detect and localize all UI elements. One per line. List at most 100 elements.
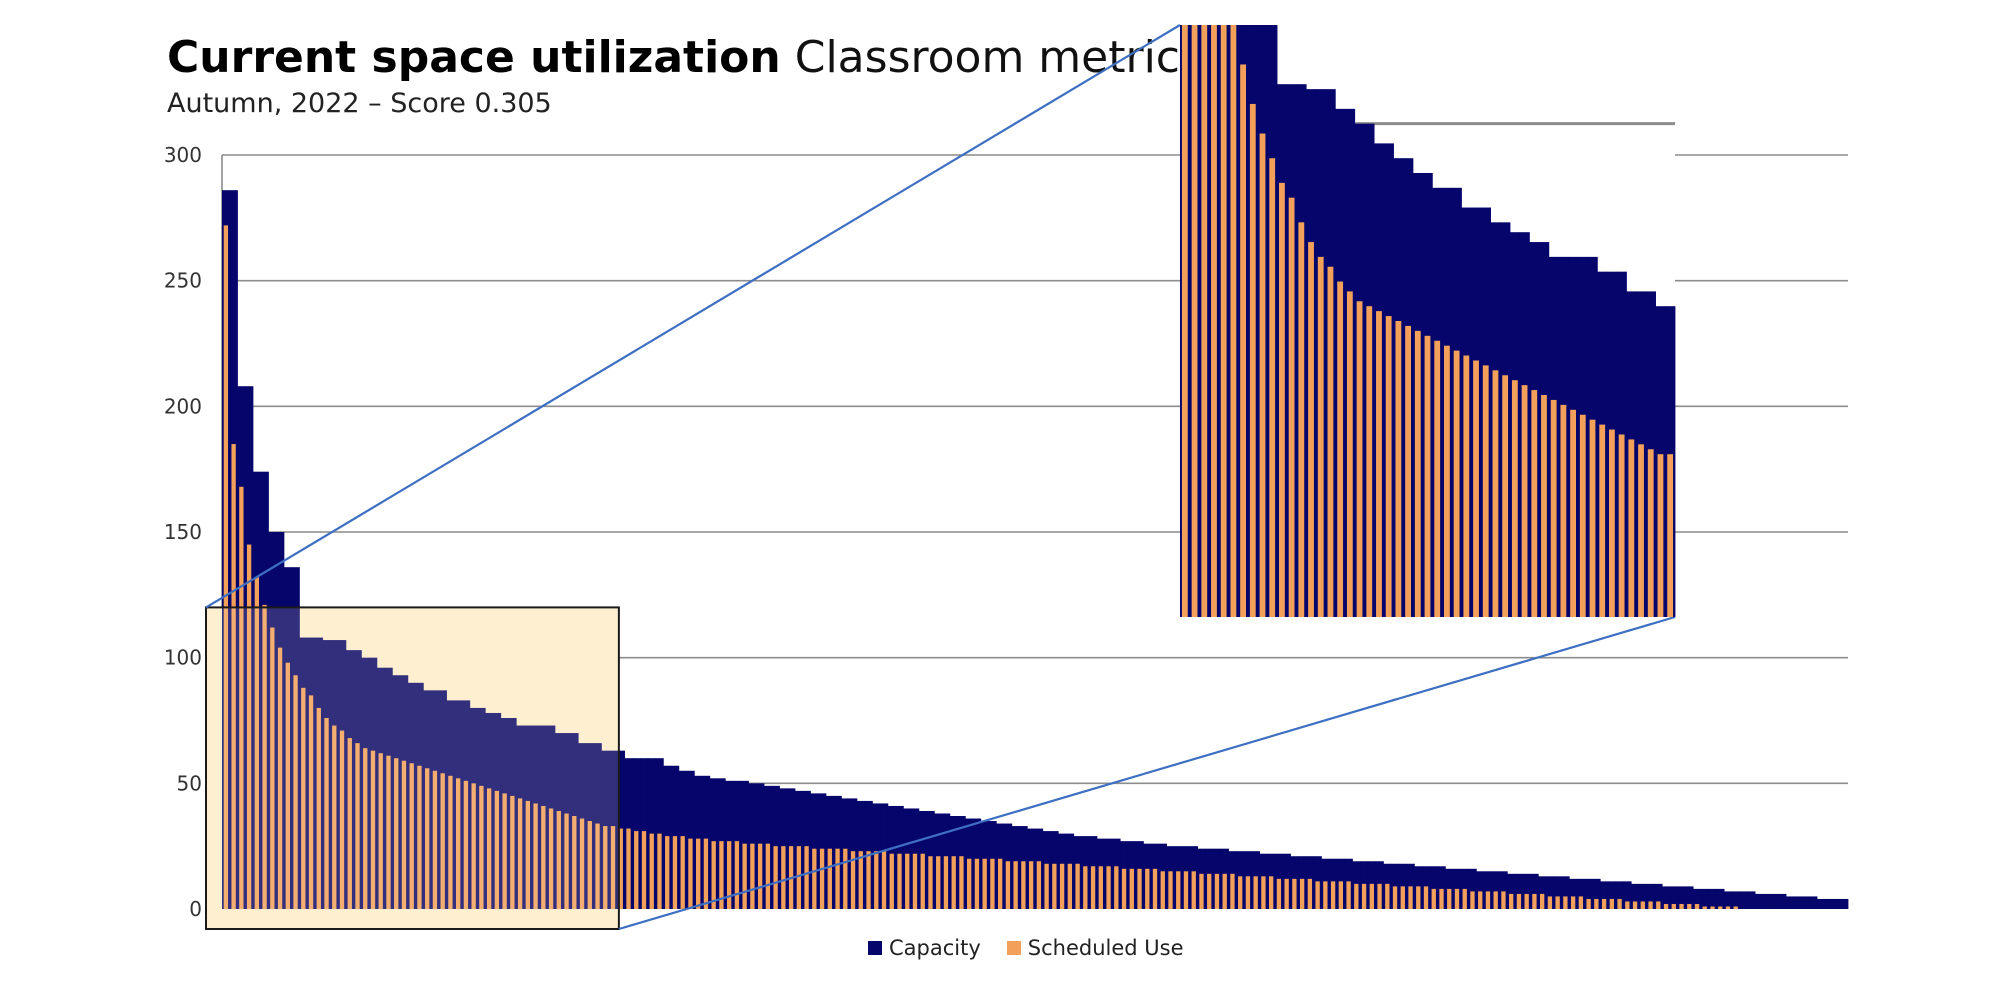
scheduled-use-bar (502, 793, 507, 909)
capacity-bar (1654, 883, 1663, 909)
scheduled-use-bar (967, 858, 972, 909)
capacity-bar (1809, 896, 1818, 909)
capacity-bar (1638, 883, 1648, 909)
scheduled-use-bar (332, 725, 337, 909)
scheduled-use-bar (835, 848, 840, 909)
inset-scheduled-use-bar (1317, 256, 1324, 617)
scheduled-use-bar (1648, 901, 1653, 909)
scheduled-use-bar (634, 831, 639, 909)
capacity-bar (1646, 883, 1655, 909)
capacity-bar (1546, 876, 1555, 909)
scheduled-use-bar (1268, 876, 1274, 909)
scheduled-use-bar (239, 486, 244, 909)
scheduled-use-bar (339, 730, 345, 909)
scheduled-use-bar (1005, 861, 1011, 909)
scheduled-use-bar (1625, 901, 1630, 909)
scheduled-use-bar (1090, 866, 1096, 909)
scheduled-use-bar (1330, 881, 1336, 909)
inset-scheduled-use-bar (1541, 395, 1547, 617)
capacity-bar (1569, 878, 1578, 909)
capacity-bar (1499, 871, 1508, 909)
inset-scheduled-use-bar (1376, 311, 1382, 617)
legend-item-capacity: Capacity (868, 936, 981, 960)
scheduled-use-bar (1377, 883, 1382, 909)
capacity-bar (1685, 886, 1694, 909)
y-tick-label: 250 (164, 269, 202, 293)
inset-scheduled-use-bar (1579, 414, 1586, 617)
scheduled-use-bar (1524, 893, 1529, 909)
capacity-bar (1468, 868, 1477, 909)
legend-label-scheduled-use: Scheduled Use (1027, 936, 1184, 960)
scheduled-use-bar (742, 843, 747, 909)
scheduled-use-bar (1067, 863, 1073, 909)
scheduled-use-bar (1238, 876, 1243, 909)
capacity-bar (1623, 881, 1632, 909)
scheduled-use-bar (1694, 903, 1700, 909)
inset-scheduled-use-bar (1366, 306, 1373, 617)
capacity-bar (1631, 883, 1640, 909)
scheduled-use-bar (672, 836, 678, 909)
scheduled-use-bar (285, 662, 290, 909)
scheduled-use-bar (974, 858, 980, 909)
capacity-bar (1577, 878, 1586, 909)
legend-item-scheduled-use: Scheduled Use (1006, 936, 1184, 960)
scheduled-use-bar (936, 856, 941, 909)
inset-scheduled-use-bar (1492, 370, 1499, 617)
inset-scheduled-use-bar (1356, 301, 1363, 617)
inset-scheduled-use-bar (1618, 434, 1625, 617)
scheduled-use-bar (277, 647, 283, 909)
inset-scheduled-use-bar (1589, 419, 1596, 617)
legend-label-capacity: Capacity (889, 936, 981, 960)
scheduled-use-bar (827, 848, 832, 909)
scheduled-use-bar (1416, 886, 1421, 909)
inset-scheduled-use-bar (1220, 25, 1227, 617)
scheduled-use-bar (1485, 891, 1491, 909)
capacity-bar (1584, 878, 1593, 909)
scheduled-use-bar (301, 687, 306, 909)
capacity-bar (1677, 886, 1686, 909)
scheduled-use-bar (804, 846, 809, 909)
scheduled-use-bar (858, 851, 863, 909)
scheduled-use-bar (455, 778, 461, 909)
scheduled-use-bar (370, 750, 376, 909)
scheduled-use-bar (1501, 891, 1506, 909)
scheduled-use-bar (1346, 881, 1351, 909)
connector-line (618, 615, 1676, 931)
capacity-bar (1778, 893, 1787, 909)
zoom-overlay (205, 606, 620, 931)
scheduled-use-bar (394, 758, 399, 909)
scheduled-use-bar (1656, 901, 1661, 909)
inset-scheduled-use-bar (1327, 266, 1334, 617)
inset-scheduled-use-bar (1502, 375, 1509, 617)
scheduled-use-bar (850, 851, 856, 909)
scheduled-use-bar (603, 826, 608, 909)
inset-scheduled-use-bar (1191, 25, 1198, 617)
scheduled-use-bar (1702, 906, 1707, 909)
scheduled-use-bar (812, 848, 817, 909)
scheduled-use-bar (943, 856, 949, 909)
scheduled-use-bar (347, 738, 352, 909)
chart-title-bold: Current space utilization (167, 32, 781, 83)
scheduled-use-bar (1423, 886, 1429, 909)
legend-swatch-capacity (868, 941, 882, 955)
scheduled-use-bar (1671, 903, 1676, 909)
scheduled-use-bar (920, 853, 925, 909)
scheduled-use-bar (1044, 863, 1049, 909)
chart-subtitle: Autumn, 2022 – Score 0.305 (167, 88, 552, 119)
scheduled-use-bar (928, 856, 933, 909)
scheduled-use-bar (688, 838, 693, 909)
inset-scheduled-use-bar (1647, 449, 1654, 617)
capacity-bar (1817, 898, 1826, 909)
capacity-bar (1801, 896, 1810, 909)
scheduled-use-bar (1385, 883, 1390, 909)
scheduled-use-bar (1687, 903, 1692, 909)
zoom-inset (205, 24, 1676, 931)
inset-scheduled-use-bar (1444, 345, 1450, 617)
capacity-bar (1739, 891, 1748, 909)
capacity-bar (1770, 893, 1779, 909)
scheduled-use-bar (1160, 871, 1165, 909)
inset-scheduled-use-bar (1424, 335, 1431, 617)
scheduled-use-bar (719, 841, 724, 909)
capacity-bar (1429, 866, 1439, 909)
scheduled-use-bar (1261, 876, 1266, 909)
